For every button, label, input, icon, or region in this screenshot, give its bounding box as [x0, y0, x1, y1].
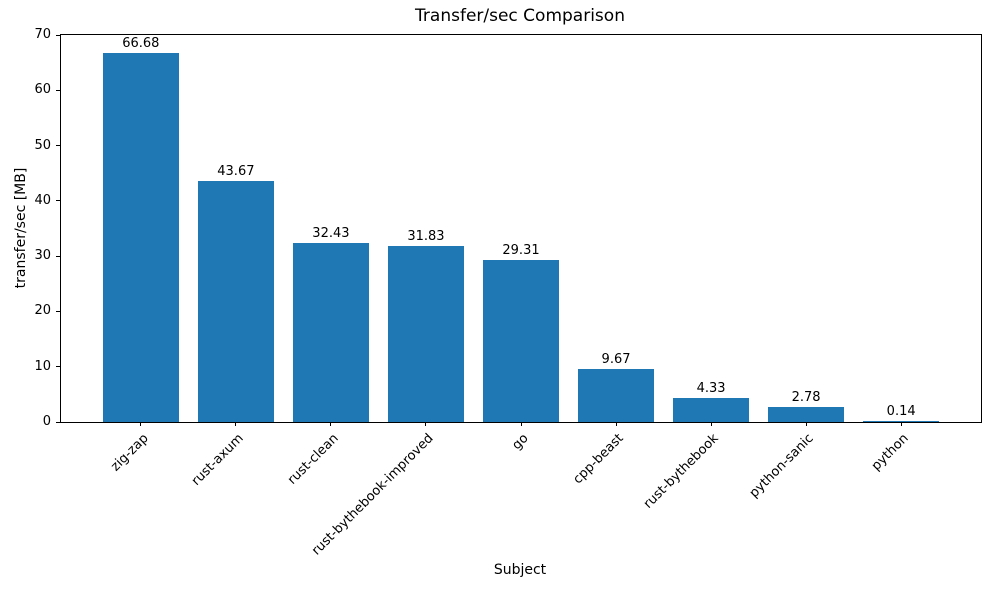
x-tick-mark: [330, 422, 332, 426]
bar: [102, 53, 179, 422]
x-tick-mark: [520, 422, 522, 426]
x-tick-mark: [425, 422, 427, 426]
y-tick-mark: [56, 366, 60, 368]
bar-value-label: 29.31: [502, 242, 540, 258]
bar: [673, 398, 750, 422]
y-tick-label: 40: [34, 192, 51, 208]
y-tick-label: 10: [34, 358, 51, 374]
chart-title: Transfer/sec Comparison: [415, 6, 625, 26]
x-tick-mark: [140, 422, 142, 426]
x-tick-mark: [710, 422, 712, 426]
x-tick-mark: [615, 422, 617, 426]
y-tick-label: 30: [34, 248, 51, 264]
bar-value-label: 2.78: [791, 389, 821, 405]
bar-value-label: 31.83: [407, 229, 445, 245]
y-tick-label: 70: [34, 27, 51, 42]
bar: [482, 259, 559, 422]
bar-value-label: 43.67: [217, 163, 255, 179]
bar: [863, 421, 940, 423]
y-tick-label: 0: [42, 414, 51, 429]
y-tick-mark: [56, 34, 60, 36]
bar: [197, 180, 274, 422]
bar: [292, 242, 369, 422]
y-tick-mark: [56, 89, 60, 91]
x-tick-mark: [235, 422, 237, 426]
bar-value-label: 32.43: [312, 225, 350, 241]
bar-value-label: 9.67: [601, 351, 631, 367]
y-tick-mark: [56, 200, 60, 202]
bar: [387, 246, 464, 422]
bar-value-label: 4.33: [696, 381, 726, 397]
x-axis-label: Subject: [493, 562, 547, 578]
bar: [768, 406, 845, 422]
y-tick-label: 50: [34, 137, 51, 153]
x-tick-mark: [900, 422, 902, 426]
y-tick-mark: [56, 421, 60, 423]
y-tick-label: 20: [34, 303, 51, 319]
bar-value-label: 0.14: [886, 404, 916, 420]
y-tick-label: 60: [34, 82, 51, 98]
y-axis-label: transfer/sec [MB]: [13, 167, 29, 289]
bar: [578, 368, 655, 422]
plot-area: 0 10 20 30 40 50 60 70 66.68 zig-zap 43.67 rust-axu…: [34, 28, 982, 558]
bar-value-label: 66.68: [122, 36, 160, 52]
y-tick-mark: [56, 255, 60, 257]
x-tick-mark: [805, 422, 807, 426]
y-tick-mark: [56, 310, 60, 312]
y-tick-mark: [56, 145, 60, 147]
